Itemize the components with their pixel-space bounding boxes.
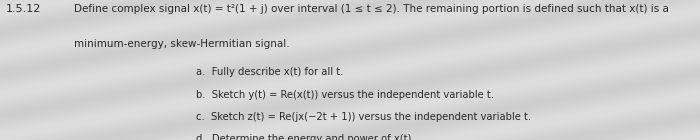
Text: c.  Sketch z(t) = Re(jx(−2t + 1)) versus the independent variable t.: c. Sketch z(t) = Re(jx(−2t + 1)) versus … [196, 112, 531, 122]
Text: d.  Determine the energy and power of x(t).: d. Determine the energy and power of x(t… [196, 134, 414, 140]
Text: b.  Sketch y(t) = Re(x(t)) versus the independent variable t.: b. Sketch y(t) = Re(x(t)) versus the ind… [196, 90, 494, 100]
Text: a.  Fully describe x(t) for all t.: a. Fully describe x(t) for all t. [196, 67, 344, 77]
Text: minimum-energy, skew-Hermitian signal.: minimum-energy, skew-Hermitian signal. [74, 39, 289, 49]
Text: Define complex signal x(t) = t²(1 + j) over interval (1 ≤ t ≤ 2). The remaining : Define complex signal x(t) = t²(1 + j) o… [74, 4, 668, 14]
Text: 1.5.12: 1.5.12 [6, 4, 41, 14]
